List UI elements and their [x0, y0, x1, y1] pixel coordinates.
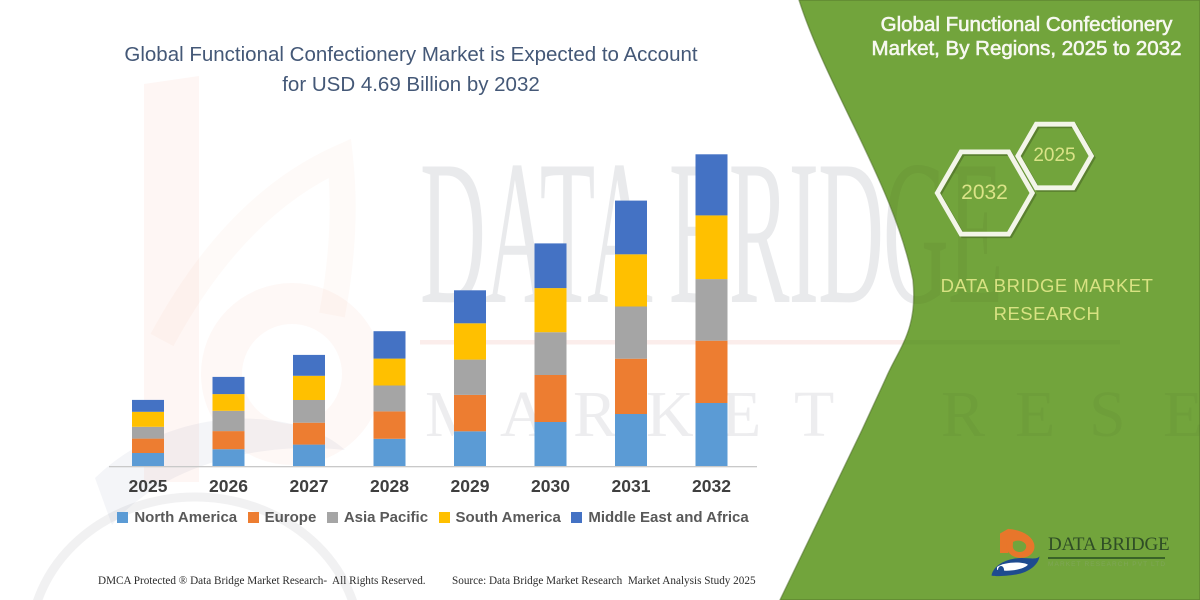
svg-text:R: R	[941, 378, 985, 451]
svg-text:E: E	[1015, 378, 1055, 451]
svg-text:S: S	[1089, 378, 1126, 451]
svg-text:K: K	[646, 378, 694, 451]
svg-text:R: R	[573, 378, 617, 451]
svg-text:T: T	[794, 378, 834, 451]
svg-text:E: E	[1163, 378, 1200, 451]
svg-text:E: E	[721, 378, 761, 451]
